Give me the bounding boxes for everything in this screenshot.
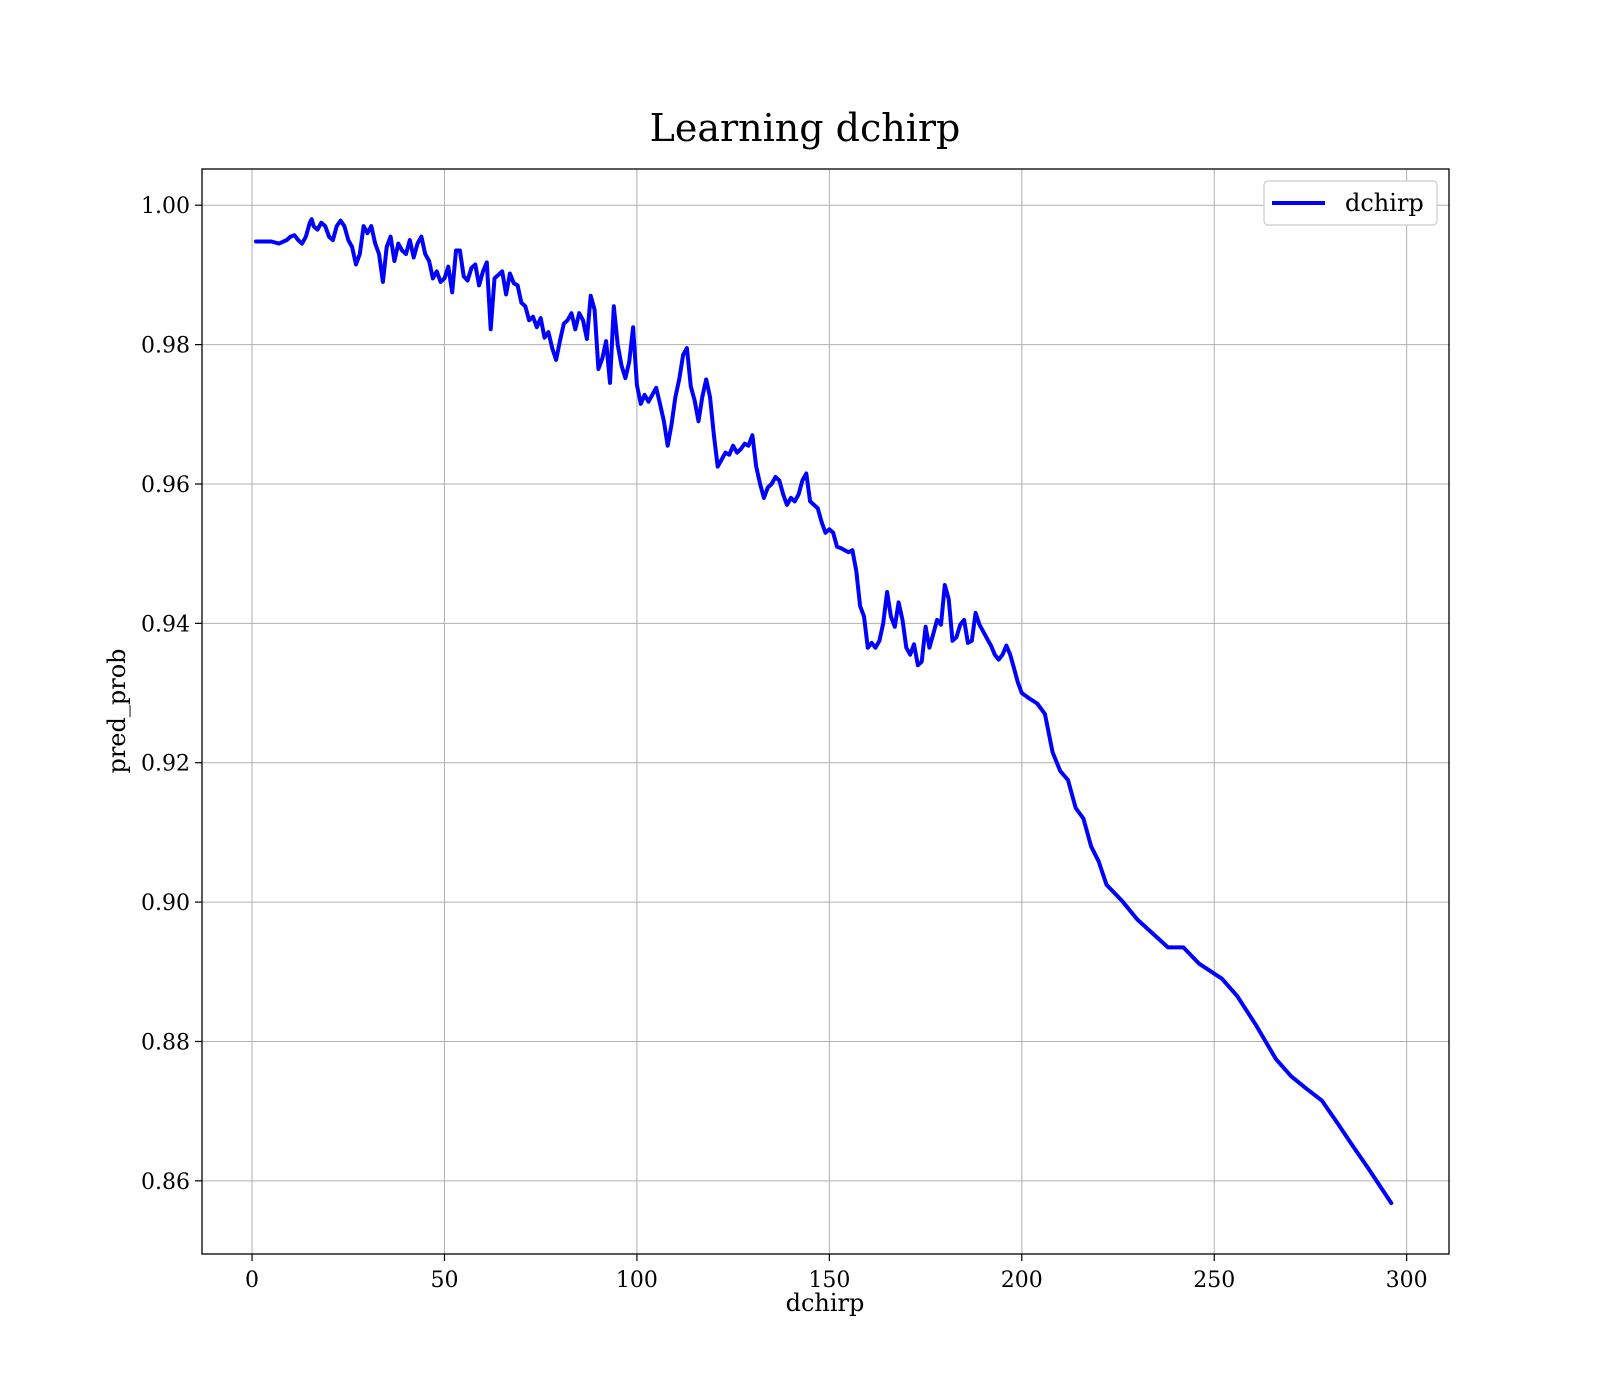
- legend: dchirp: [1263, 180, 1438, 226]
- x-tick-label: 200: [1001, 1268, 1043, 1293]
- y-tick-label: 0.94: [141, 612, 190, 637]
- y-tick-label: 1.00: [141, 194, 190, 219]
- x-axis-label: dchirp: [786, 1289, 865, 1317]
- y-tick-label: 0.98: [141, 334, 190, 359]
- y-tick-label: 0.88: [141, 1030, 190, 1055]
- x-tick-label: 100: [616, 1268, 658, 1293]
- y-tick-label: 0.86: [141, 1170, 190, 1195]
- plot-frame: [201, 168, 1450, 1255]
- legend-box: [1263, 180, 1438, 226]
- series-layer: [253, 217, 1394, 1206]
- y-axis-label: pred_prob: [103, 648, 131, 773]
- x-tick-label: 250: [1193, 1268, 1235, 1293]
- y-tick-label: 0.90: [141, 891, 190, 916]
- grid: [202, 169, 1449, 1254]
- x-tick-label: 150: [808, 1268, 850, 1293]
- y-tick-label: 0.92: [141, 752, 190, 777]
- ticks: 0 50 100 150 200 250 300 0.86 0.88 0.90 0.92 0.94 0.…: [141, 194, 1428, 1293]
- legend-label-dchirp: dchirp: [1345, 189, 1424, 217]
- x-tick-label: 0: [245, 1268, 259, 1293]
- series-line-dchirp: [253, 217, 1394, 1206]
- x-tick-label: 50: [430, 1268, 458, 1293]
- x-tick-label: 300: [1386, 1268, 1428, 1293]
- y-tick-label: 0.96: [141, 473, 190, 498]
- chart-title: Learning dchirp: [650, 106, 961, 150]
